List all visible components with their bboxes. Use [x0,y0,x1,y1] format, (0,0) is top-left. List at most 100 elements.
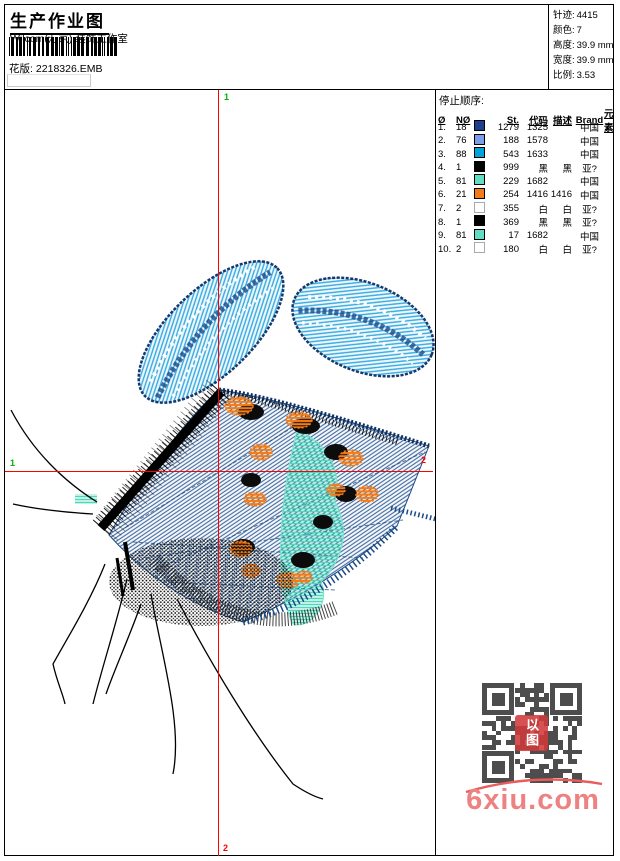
table-row: 5. 81 229 1682 中国 [438,174,614,188]
row-stitches: 369 [503,216,519,228]
row-index: 8. [438,216,446,228]
row-code: 黑 [538,163,548,175]
qr-finder-icon [482,683,514,715]
row-index: 3. [438,148,446,160]
stat-stitches: 针迹: 4415 [553,10,598,21]
table-row: 9. 81 17 1682 中国 [438,228,614,243]
table-row: 6. 21 254 1416 1416 中国 [438,187,614,202]
table-row: 1. 18 1279 1325 中国 [438,120,614,134]
color-swatch [474,242,485,254]
row-stitches: 188 [503,135,519,147]
col-header-brand: Brand [575,114,604,126]
pattern-label: 花版: [9,63,33,75]
marker-left-start: 1 [10,458,16,468]
qr-finder-icon [482,751,514,783]
canvas-table-divider [435,90,436,856]
color-swatch [474,174,485,186]
table-row: 7. 2 355 白 白 亚? [438,201,614,216]
marker-bottom-end: 2 [223,843,229,853]
row-needle: 81 [456,175,467,187]
row-brand: 亚? [582,218,597,230]
row-needle: 2 [456,243,462,255]
row-code: 1682 [526,230,548,242]
header-divider [5,89,613,90]
color-swatch [474,133,485,145]
table-row: 10. 2 180 白 白 亚? [438,242,614,256]
row-index: 9. [438,230,446,242]
col-header-index: Ø [438,114,446,126]
row-stitches: 543 [503,148,519,160]
row-desc: 黑 [562,163,572,175]
table-row: 2. 76 188 1578 中国 [438,133,614,148]
logo-swoosh [465,778,603,794]
design-canvas: 1 1 2 2 [5,90,435,856]
row-index: 4. [438,162,446,174]
row-code: 1578 [526,135,548,147]
color-swatch [474,228,485,240]
row-index: 7. [438,203,446,215]
stop-sequence-title: 停止顺序: [439,95,484,107]
row-brand: 中国 [579,177,599,189]
row-stitches: 17 [508,230,519,242]
row-needle: 1 [456,162,462,174]
table-row: 3. 88 543 1633 中国 [438,147,614,161]
color-swatch [474,147,485,159]
page-title: 生产作业图 [10,7,109,35]
col-header-stitches: St. [506,114,519,126]
row-code: 黑 [538,218,548,230]
table-row: 8. 1 369 黑 黑 亚? [438,215,614,229]
row-code: 白 [538,204,548,216]
barcode [9,37,137,56]
row-needle: 1 [456,216,462,228]
color-swatch [474,160,485,172]
row-needle: 76 [456,135,467,147]
col-header-code: 代码 [528,116,548,127]
row-stitches: 355 [503,203,519,215]
col-header-needle: NØ [456,114,471,126]
row-brand: 中国 [579,123,599,134]
row-index: 10. [438,243,452,255]
crosshair-vertical [218,90,219,856]
row-index: 2. [438,135,446,147]
pattern-filename: 花版: 2218326.EMB [9,61,105,76]
row-stitches: 999 [503,162,519,174]
stat-colors: 颜色: 7 [553,25,582,36]
right-column: 停止顺序: Ø NØ St. 代码 描述 Brand 元素 1. 18 1279… [436,90,615,856]
color-swatch [474,215,485,227]
row-desc: 1416 [550,189,572,201]
qr-finder-icon [550,683,582,715]
row-brand: 中国 [579,190,599,202]
row-brand: 中国 [579,150,599,162]
stop-sequence-table: Ø NØ St. 代码 描述 Brand 元素 1. 18 1279 1325 … [438,106,614,256]
row-desc: 黑 [562,218,572,230]
row-needle: 18 [456,121,467,133]
stop-table-rows: 1. 18 1279 1325 中国 2. 76 188 1578 中国 3. … [438,120,614,256]
color-swatch [474,120,485,131]
table-row: 4. 1 999 黑 黑 亚? [438,160,614,175]
row-brand: 中国 [579,136,599,148]
table-header-row: Ø NØ St. 代码 描述 Brand 元素 [438,106,614,134]
qr-code: 以图 [482,683,582,783]
website-logo: 6xiu.com [466,784,600,816]
row-code: 1325 [526,121,548,133]
row-code: 1416 [526,189,548,201]
red-seal-stamp: 以图 [515,715,548,751]
color-swatch [474,201,485,213]
row-brand: 亚? [582,163,597,175]
row-code: 1682 [526,175,548,187]
row-stitches: 254 [503,189,519,201]
row-code: 白 [538,245,548,257]
stat-scale: 比例: 3.53 [553,70,596,81]
row-needle: 81 [456,230,467,242]
row-stitches: 229 [503,175,519,187]
crosshair-horizontal [5,471,433,472]
stat-height: 高度: 39.9 mm [553,40,614,51]
worksheet-page: 生产作业图 Wilcom(汇京) 装饰工作室 花版:2218326.EMB 针迹… [4,4,614,856]
color-swatch [474,187,485,199]
row-brand: 亚? [582,204,597,216]
col-header-element: 元素 [604,109,614,134]
row-brand: 中国 [579,231,599,243]
row-code: 1633 [526,148,548,160]
pattern-value: 2218326.EMB [35,63,103,75]
row-needle: 21 [456,189,467,201]
